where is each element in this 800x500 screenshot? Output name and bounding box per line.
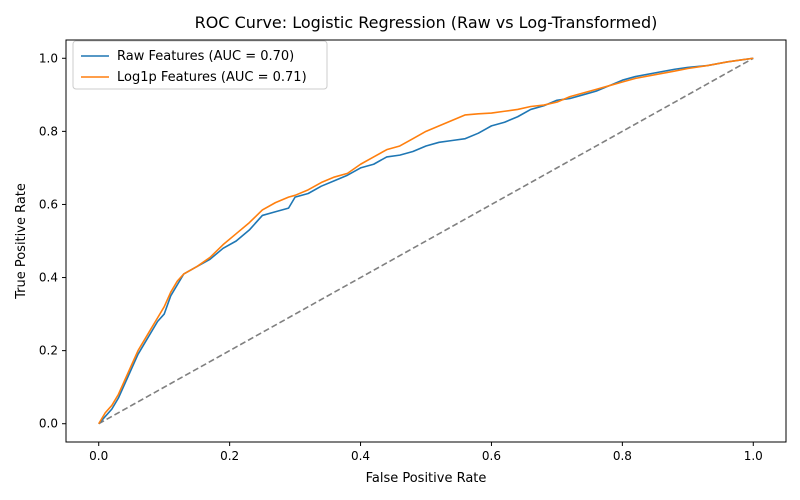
y-tick-label: 0.4: [39, 271, 58, 285]
y-tick-label: 0.0: [39, 417, 58, 431]
x-tick-label: 0.6: [482, 449, 501, 463]
x-tick-label: 0.4: [351, 449, 370, 463]
x-tick-label: 0.8: [613, 449, 632, 463]
chart-title: ROC Curve: Logistic Regression (Raw vs L…: [195, 13, 658, 32]
y-tick-label: 0.2: [39, 344, 58, 358]
plot-frame: [65, 39, 787, 443]
x-tick-label: 1.0: [744, 449, 763, 463]
series-layer: [98, 57, 754, 425]
x-tick-label: 0.2: [220, 449, 239, 463]
legend-label-log1p: Log1p Features (AUC = 0.71): [117, 70, 307, 85]
x-axis-label: False Positive Rate: [366, 471, 487, 486]
x-axis-ticks: 0.0 0.2 0.4 0.6 0.8 1.0: [89, 442, 763, 463]
x-tick-label: 0.0: [89, 449, 108, 463]
y-tick-label: 0.8: [39, 124, 58, 138]
y-axis-ticks: 0.0 0.2 0.4 0.6 0.8 1.0: [39, 51, 66, 431]
y-axis-label: True Positive Rate: [14, 183, 29, 300]
legend: Raw Features (AUC = 0.70) Log1p Features…: [72, 40, 328, 90]
y-tick-label: 0.6: [39, 197, 58, 211]
y-tick-label: 1.0: [39, 51, 58, 65]
legend-label-raw: Raw Features (AUC = 0.70): [117, 49, 294, 64]
chance-diagonal-line: [98, 57, 754, 425]
series-line-log1p: [98, 57, 754, 425]
legend-box: [72, 40, 328, 90]
